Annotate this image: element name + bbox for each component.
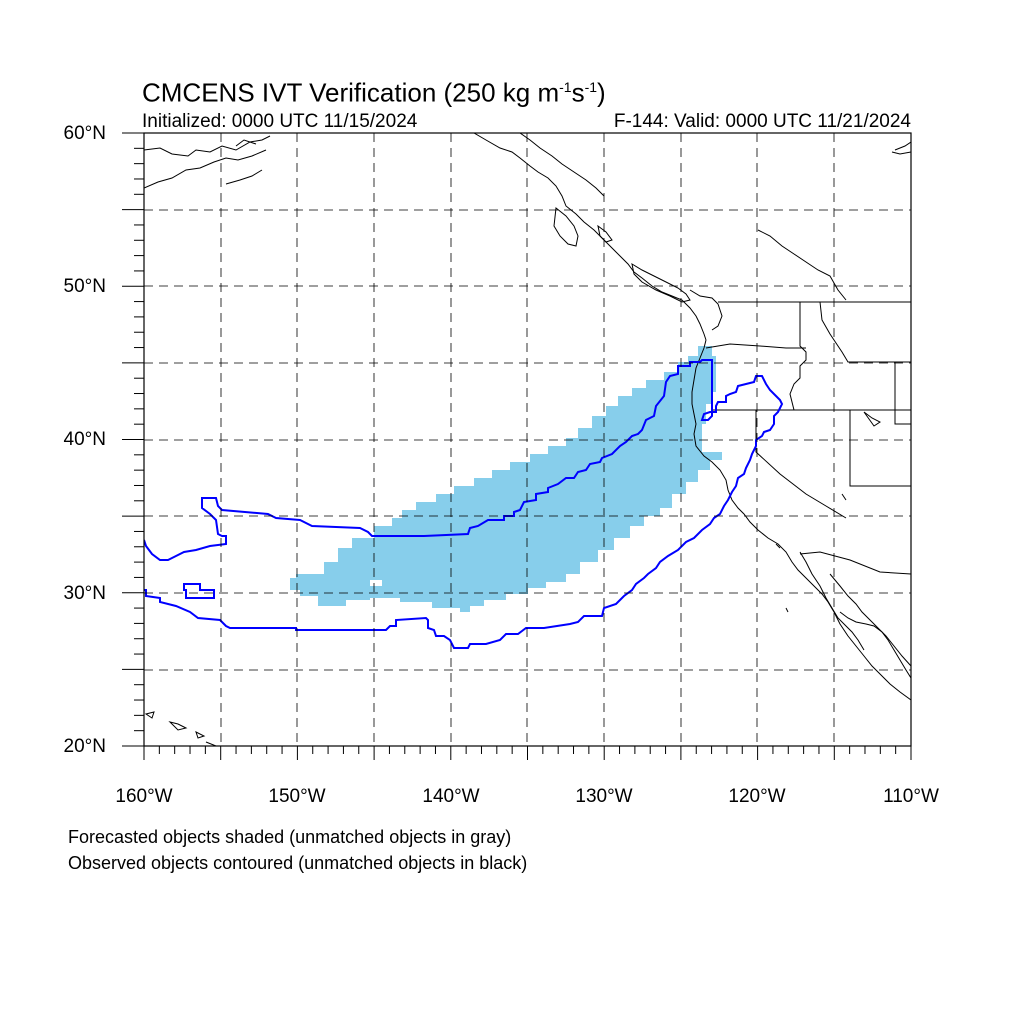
lat-label-20n: 20°N	[63, 736, 106, 757]
chart-title: CMCENS IVT Verification (250 kg m-1s-1)	[142, 77, 606, 108]
valid-time-label: F-144: Valid: 0000 UTC 11/21/2024	[613, 111, 911, 132]
map-frame	[143, 132, 912, 747]
lat-label-60n: 60°N	[63, 123, 106, 144]
lon-label-140w: 140°W	[422, 786, 480, 807]
lon-label-150w: 150°W	[268, 786, 326, 807]
observed-object-main	[144, 359, 784, 649]
forecast-object	[290, 346, 722, 612]
lon-label-110w: 110°W	[883, 786, 939, 807]
observed-legend-note: Observed objects contoured (unmatched ob…	[68, 853, 528, 873]
lon-label-120w: 120°W	[728, 786, 786, 807]
forecast-legend-note: Forecasted objects shaded (unmatched obj…	[68, 827, 512, 847]
init-time-label: Initialized: 0000 UTC 11/15/2024	[142, 111, 418, 132]
observed-object-small	[183, 583, 215, 599]
observed-objects	[144, 359, 784, 649]
axis-ticks	[122, 132, 912, 760]
lat-label-40n: 40°N	[63, 429, 106, 450]
lat-label-30n: 30°N	[63, 583, 106, 604]
coastlines	[144, 133, 911, 746]
lat-label-50n: 50°N	[63, 276, 106, 297]
graticule	[144, 133, 911, 746]
lon-label-130w: 130°W	[575, 786, 633, 807]
lon-label-160w: 160°W	[115, 786, 173, 807]
